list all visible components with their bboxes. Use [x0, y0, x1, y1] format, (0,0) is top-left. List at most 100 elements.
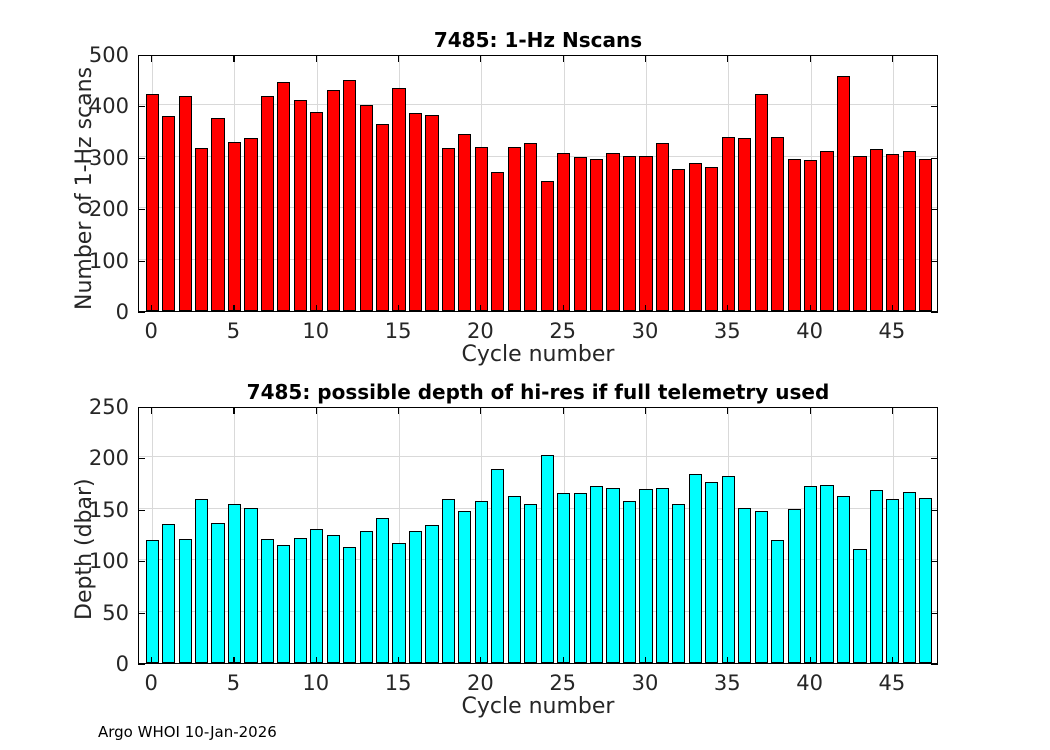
bar: [557, 152, 571, 311]
x-axis-title-nscans: Cycle number: [461, 342, 615, 367]
chart-title-depth: 7485: possible depth of hi-res if full t…: [246, 380, 830, 404]
x-tick-mark: [727, 657, 729, 664]
bar: [886, 498, 900, 663]
bar: [392, 542, 406, 663]
bar: [211, 117, 225, 311]
bar: [540, 181, 554, 311]
x-tick-mark: [727, 55, 729, 62]
x-tick-label: 0: [144, 319, 158, 343]
x-tick-mark: [562, 305, 564, 312]
bar: [672, 503, 686, 663]
bar: [145, 93, 159, 311]
x-tick-label: 45: [878, 319, 906, 343]
gridline-horizontal: [139, 610, 937, 612]
x-tick-mark: [151, 305, 153, 312]
gridline-horizontal: [139, 507, 937, 509]
bar: [260, 95, 274, 311]
gridline-vertical: [399, 408, 401, 663]
bar: [836, 75, 851, 311]
x-tick-mark: [727, 305, 729, 312]
bar: [244, 507, 258, 663]
bar: [639, 156, 653, 311]
bar: [606, 488, 620, 663]
x-tick-mark: [480, 55, 482, 62]
x-tick-mark: [151, 407, 153, 414]
x-tick-mark: [809, 305, 811, 312]
x-tick-label: 35: [713, 671, 741, 695]
x-tick-mark: [398, 55, 400, 62]
bar: [853, 156, 867, 311]
y-tick-label: 50: [102, 600, 129, 625]
bar: [622, 500, 637, 663]
x-tick-mark: [480, 305, 482, 312]
x-tick-mark: [891, 55, 893, 62]
bar: [343, 80, 357, 311]
x-tick-label: 35: [713, 319, 741, 343]
y-tick-label: 100: [88, 549, 129, 574]
bar: [376, 123, 390, 311]
x-tick-mark: [315, 305, 317, 312]
bar: [310, 529, 324, 663]
bar: [902, 151, 916, 311]
bar: [178, 95, 192, 311]
y-tick-label: 400: [88, 94, 129, 119]
y-tick-mark: [138, 157, 145, 159]
x-tick-label: 10: [302, 671, 330, 695]
x-tick-mark: [315, 657, 317, 664]
bar: [820, 485, 834, 663]
y-tick-mark: [931, 260, 938, 262]
bar: [853, 548, 867, 663]
bar: [869, 148, 884, 311]
y-tick-label: 250: [88, 395, 129, 419]
bar: [227, 503, 242, 663]
x-tick-mark: [233, 657, 235, 664]
y-tick-mark: [138, 664, 145, 666]
plot-frame-nscans: [138, 55, 938, 312]
bar: [721, 475, 735, 663]
bar: [688, 473, 702, 663]
y-tick-mark: [931, 157, 938, 159]
bar: [277, 544, 291, 663]
bar: [524, 142, 538, 311]
bar: [573, 157, 587, 311]
bar: [425, 114, 439, 311]
bar: [754, 93, 768, 311]
bar: [787, 508, 801, 663]
x-tick-label: 5: [226, 671, 241, 695]
y-tick-label: 500: [88, 43, 129, 67]
bar: [721, 136, 735, 311]
bar: [343, 546, 357, 663]
bar: [145, 539, 159, 663]
x-tick-mark: [644, 407, 647, 414]
bar: [392, 87, 406, 311]
x-tick-label: 15: [384, 319, 412, 343]
x-tick-mark: [891, 305, 893, 312]
bar: [408, 531, 423, 663]
bar: [211, 523, 225, 663]
bar: [886, 154, 900, 311]
bar: [194, 498, 209, 663]
x-tick-label: 0: [144, 671, 158, 695]
x-tick-mark: [809, 657, 811, 664]
y-tick-mark: [138, 209, 145, 211]
x-tick-label: 20: [467, 319, 494, 343]
y-tick-mark: [138, 260, 145, 262]
bar: [359, 105, 373, 311]
bar: [425, 525, 439, 663]
bar: [260, 538, 274, 663]
bar: [359, 531, 373, 663]
bar-series-nscans: [139, 56, 937, 311]
y-tick-mark: [138, 106, 145, 108]
bar: [408, 113, 423, 311]
bar: [606, 153, 620, 311]
bar: [787, 158, 801, 311]
x-tick-label: 25: [549, 319, 577, 343]
x-tick-label: 40: [796, 319, 823, 343]
x-tick-label: 5: [226, 319, 241, 343]
y-tick-mark: [931, 664, 938, 666]
y-tick-mark: [138, 312, 145, 314]
y-tick-mark: [138, 55, 145, 57]
x-tick-mark: [891, 657, 893, 664]
bar: [771, 136, 785, 311]
bar: [507, 496, 521, 663]
